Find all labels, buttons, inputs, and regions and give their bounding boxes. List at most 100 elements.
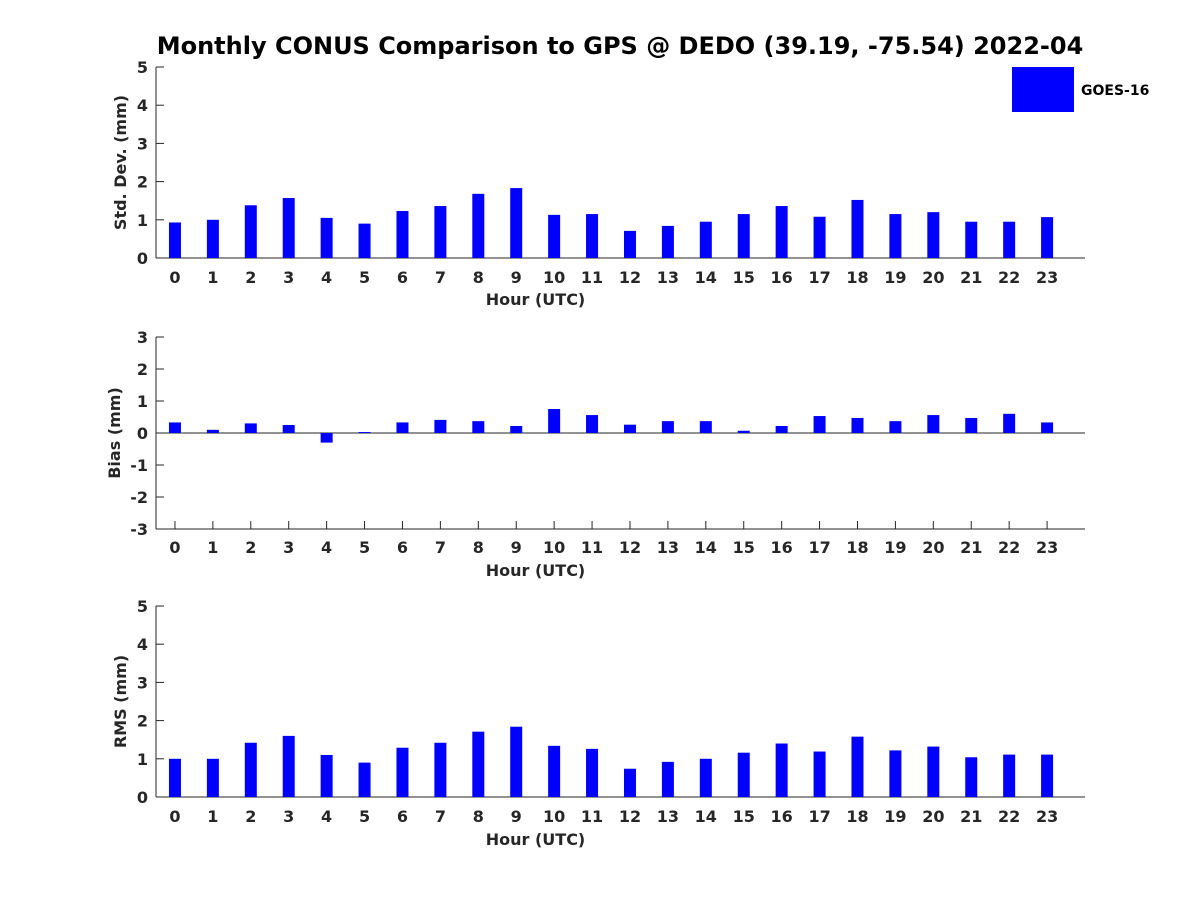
x-tick-label: 9 xyxy=(511,268,522,287)
y-tick-label: -1 xyxy=(130,456,148,475)
x-tick-label: 19 xyxy=(884,807,906,826)
bar xyxy=(434,206,447,258)
bar xyxy=(813,751,826,797)
x-tick-label: 6 xyxy=(397,538,408,557)
bar xyxy=(586,415,599,433)
x-tick-label: 22 xyxy=(998,538,1020,557)
chart-title: Monthly CONUS Comparison to GPS @ DEDO (… xyxy=(157,32,1084,60)
y-tick-label: 0 xyxy=(137,249,148,268)
x-tick-label: 2 xyxy=(245,268,256,287)
bar xyxy=(851,199,864,258)
legend-label: GOES-16 xyxy=(1081,83,1149,99)
x-tick-label: 21 xyxy=(960,268,982,287)
y-tick-label: -3 xyxy=(130,520,148,539)
y-tick-label: 3 xyxy=(137,328,148,347)
x-tick-label: 10 xyxy=(543,538,565,557)
x-tick-label: 7 xyxy=(435,538,446,557)
x-tick-label: 0 xyxy=(169,538,180,557)
bar xyxy=(548,409,561,433)
y-tick-label: 1 xyxy=(137,211,148,230)
x-tick-label: 23 xyxy=(1036,807,1058,826)
bar xyxy=(1003,754,1016,797)
bar xyxy=(889,214,902,258)
x-tick-label: 11 xyxy=(581,538,603,557)
bar xyxy=(358,432,371,433)
x-tick-label: 6 xyxy=(397,807,408,826)
x-tick-label: 20 xyxy=(922,268,944,287)
x-tick-label: 2 xyxy=(245,807,256,826)
bar xyxy=(206,758,219,797)
bar xyxy=(472,421,485,433)
bar xyxy=(510,188,523,258)
x-tick-label: 22 xyxy=(998,807,1020,826)
x-tick-label: 17 xyxy=(808,807,830,826)
x-axis-label: Hour (UTC) xyxy=(486,290,586,309)
bar xyxy=(282,198,295,258)
x-tick-label: 21 xyxy=(960,807,982,826)
bar xyxy=(699,221,712,258)
y-tick-label: 1 xyxy=(137,750,148,769)
bar xyxy=(965,417,978,433)
y-tick-label: 0 xyxy=(137,424,148,443)
x-tick-label: 12 xyxy=(619,538,641,557)
x-tick-label: 18 xyxy=(846,807,868,826)
y-tick-label: 2 xyxy=(137,173,148,192)
x-tick-label: 5 xyxy=(359,807,370,826)
bar xyxy=(206,219,219,258)
x-tick-label: 15 xyxy=(733,807,755,826)
bar xyxy=(396,211,409,258)
bar xyxy=(586,748,599,797)
y-axis-label: Std. Dev. (mm) xyxy=(111,95,130,230)
bar xyxy=(244,205,257,258)
bar xyxy=(623,768,636,797)
x-tick-label: 14 xyxy=(695,807,717,826)
bar xyxy=(472,731,485,797)
bar xyxy=(206,429,219,433)
bar xyxy=(396,422,409,433)
x-tick-label: 7 xyxy=(435,807,446,826)
x-tick-label: 1 xyxy=(207,268,218,287)
x-tick-label: 19 xyxy=(884,538,906,557)
bar xyxy=(737,430,750,433)
x-tick-label: 3 xyxy=(283,538,294,557)
bar xyxy=(737,214,750,258)
x-tick-label: 23 xyxy=(1036,268,1058,287)
y-axis-label: RMS (mm) xyxy=(111,655,130,748)
x-tick-label: 20 xyxy=(922,538,944,557)
bar xyxy=(358,762,371,797)
x-tick-label: 19 xyxy=(884,268,906,287)
bar xyxy=(1041,217,1054,258)
x-tick-label: 22 xyxy=(998,268,1020,287)
x-tick-label: 16 xyxy=(771,807,793,826)
bar xyxy=(927,415,940,433)
y-tick-label: 2 xyxy=(137,712,148,731)
x-tick-label: 18 xyxy=(846,268,868,287)
bar xyxy=(1041,754,1054,797)
x-tick-label: 8 xyxy=(473,538,484,557)
bar xyxy=(775,743,788,797)
bar xyxy=(623,230,636,258)
bar xyxy=(320,217,333,258)
bar xyxy=(320,754,333,797)
y-tick-label: 1 xyxy=(137,392,148,411)
bar xyxy=(168,222,181,258)
bar xyxy=(813,416,826,433)
bar xyxy=(661,761,674,797)
bar xyxy=(168,422,181,433)
x-tick-label: 7 xyxy=(435,268,446,287)
bar xyxy=(889,421,902,433)
y-tick-label: 5 xyxy=(137,597,148,616)
x-tick-label: 13 xyxy=(657,538,679,557)
x-tick-label: 17 xyxy=(808,538,830,557)
x-tick-label: 13 xyxy=(657,268,679,287)
x-tick-label: 11 xyxy=(581,807,603,826)
x-tick-label: 1 xyxy=(207,807,218,826)
x-tick-label: 15 xyxy=(733,538,755,557)
x-tick-label: 18 xyxy=(846,538,868,557)
x-tick-label: 10 xyxy=(543,807,565,826)
x-tick-label: 11 xyxy=(581,268,603,287)
bar xyxy=(168,758,181,797)
x-tick-label: 9 xyxy=(511,538,522,557)
x-tick-label: 3 xyxy=(283,807,294,826)
